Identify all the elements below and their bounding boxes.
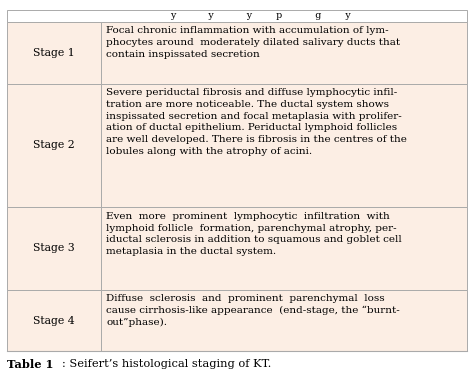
Text: : Seifert’s histological staging of KT.: : Seifert’s histological staging of KT. bbox=[62, 359, 271, 369]
Text: Diffuse  sclerosis  and  prominent  parenchymal  loss
cause cirrhosis-like appea: Diffuse sclerosis and prominent parenchy… bbox=[106, 294, 400, 327]
Text: Stage 2: Stage 2 bbox=[33, 141, 75, 151]
Bar bbox=[7, 290, 101, 351]
Bar bbox=[7, 22, 101, 84]
Bar bbox=[7, 10, 467, 22]
Bar bbox=[101, 207, 467, 290]
Bar bbox=[7, 84, 101, 207]
Text: Focal chronic inflammation with accumulation of lym-
phocytes around  moderately: Focal chronic inflammation with accumula… bbox=[106, 26, 400, 59]
Text: Table 1: Table 1 bbox=[7, 359, 54, 370]
Bar bbox=[101, 84, 467, 207]
Text: y           y           y        p           g        y: y y y p g y bbox=[170, 11, 350, 19]
Bar bbox=[7, 207, 101, 290]
Bar bbox=[101, 290, 467, 351]
Bar bbox=[101, 22, 467, 84]
Text: Stage 1: Stage 1 bbox=[33, 48, 75, 58]
Text: Stage 4: Stage 4 bbox=[34, 316, 75, 325]
Text: Even  more  prominent  lymphocytic  infiltration  with
lymphoid follicle  format: Even more prominent lymphocytic infiltra… bbox=[106, 212, 402, 256]
Text: Severe periductal fibrosis and diffuse lymphocytic infil-
tration are more notic: Severe periductal fibrosis and diffuse l… bbox=[106, 88, 407, 155]
Text: Stage 3: Stage 3 bbox=[33, 243, 75, 254]
